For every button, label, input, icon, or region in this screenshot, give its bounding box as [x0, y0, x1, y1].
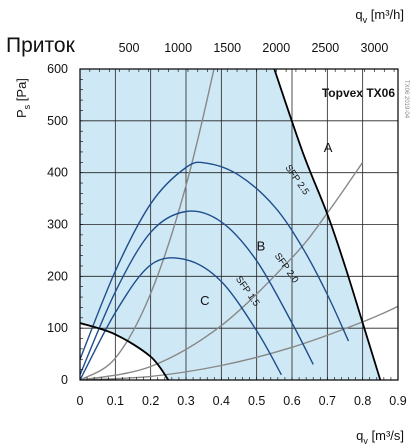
y-axis-label: Ps [Pa]: [14, 78, 32, 118]
x-axis-label: qv [m³/s]: [356, 428, 404, 446]
y-tick-label: 100: [47, 321, 68, 335]
x2-tick-label: 2000: [262, 41, 290, 55]
x2-tick-label: 2500: [311, 41, 339, 55]
x2-tick-label: 1000: [164, 41, 192, 55]
y-tick-label: 300: [47, 218, 68, 232]
lower-limit-line: [80, 322, 170, 380]
side-note: TX06 2019-04: [403, 80, 409, 119]
x-tick-label: 0.9: [389, 394, 406, 408]
y-tick-label: 600: [47, 62, 68, 76]
x-tick-label: 0.1: [107, 394, 124, 408]
y-tick-label: 0: [61, 373, 68, 387]
x2-axis-label: qv [m³/h]: [355, 7, 404, 25]
upper-limit-line: [273, 69, 382, 380]
y-tick-label: 200: [47, 269, 68, 283]
x-tick-label: 0: [77, 394, 84, 408]
x2-tick-label: 1500: [213, 41, 241, 55]
x-tick-label: 0.6: [283, 394, 300, 408]
system-curve-a: [80, 69, 215, 380]
page-title: Приток: [6, 34, 75, 57]
fan-curve-sfp-1-5: [80, 257, 283, 380]
x-tick-label: 0.2: [142, 394, 159, 408]
x-tick-label: 0.7: [319, 394, 336, 408]
model-title: Topvex TX06: [322, 86, 395, 100]
x-tick-label: 0.3: [177, 394, 194, 408]
curve-label-a: A: [324, 140, 333, 155]
plot-frame: [79, 68, 399, 381]
curve-label-c: C: [200, 293, 209, 308]
x2-tick-label: 3000: [361, 41, 389, 55]
x2-tick-label: 500: [119, 41, 140, 55]
x-tick-label: 0.8: [354, 394, 371, 408]
fan-curve-sfp-2-0: [80, 210, 314, 376]
y-tick-label: 400: [47, 166, 68, 180]
curve-label-b: B: [257, 238, 266, 253]
fan-curve-sfp-2-5: [80, 161, 350, 360]
y-tick-label: 500: [47, 114, 68, 128]
x-tick-label: 0.4: [213, 394, 230, 408]
x-tick-label: 0.5: [248, 394, 265, 408]
